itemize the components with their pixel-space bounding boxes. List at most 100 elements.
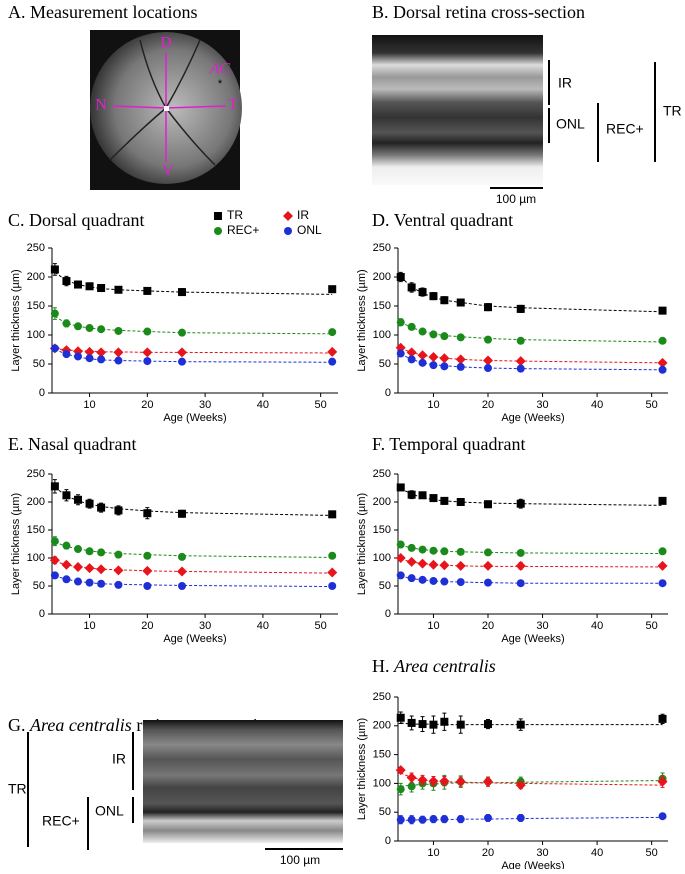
marker [96, 347, 107, 358]
marker [456, 815, 465, 824]
marker [440, 296, 449, 305]
marker [484, 548, 492, 557]
y-tick-label: 0 [385, 387, 391, 399]
fit-line [400, 772, 663, 786]
marker [484, 303, 492, 312]
x-tick-label: 50 [646, 847, 658, 859]
y-axis-label: Layer thickness (µm) [356, 718, 368, 820]
layer-label: IR [112, 751, 126, 767]
y-tick-label: 250 [373, 691, 391, 703]
svg-text:*: * [218, 78, 223, 90]
panel-title-text: Temporal quadrant [389, 434, 525, 454]
scale-label: 100 µm [496, 192, 536, 206]
marker [395, 765, 406, 776]
marker [456, 498, 465, 506]
marker [516, 304, 525, 313]
marker [658, 579, 667, 588]
cross-section-image [372, 35, 543, 185]
marker [396, 349, 405, 358]
marker [113, 347, 124, 358]
marker [406, 556, 417, 567]
marker [177, 566, 187, 577]
panel-title-text: Ventral quadrant [394, 210, 513, 230]
marker [407, 574, 416, 583]
marker [515, 560, 526, 571]
layer-label: TR [8, 781, 27, 797]
marker [455, 354, 466, 365]
marker [440, 577, 449, 586]
panel-letter: H. [372, 656, 390, 676]
marker [328, 285, 337, 294]
legend-marker [214, 212, 222, 220]
x-tick-label: 50 [315, 620, 327, 632]
marker [114, 356, 123, 365]
marker [85, 282, 94, 291]
marker [516, 548, 525, 557]
marker [657, 560, 668, 571]
marker [418, 545, 427, 554]
marker [97, 548, 106, 557]
panel-title: C. Dorsal quadrant [8, 210, 144, 230]
marker [658, 547, 667, 556]
marker [97, 579, 106, 588]
marker [396, 273, 405, 281]
marker [516, 813, 525, 822]
y-tick-label: 0 [39, 608, 45, 620]
marker [62, 491, 71, 500]
marker [428, 559, 439, 570]
marker [62, 541, 71, 550]
marker [62, 319, 71, 328]
legend-marker [214, 227, 222, 235]
y-tick-label: 250 [373, 468, 391, 480]
x-tick-label: 20 [482, 847, 494, 859]
layer-label: ONL [556, 116, 585, 132]
legend-label: TR [227, 208, 243, 222]
x-tick-label: 40 [257, 399, 269, 411]
marker [658, 812, 667, 821]
marker [143, 327, 152, 336]
marker [143, 357, 152, 366]
marker [429, 576, 438, 585]
marker [407, 322, 416, 331]
layer-label: TR [663, 103, 682, 119]
marker [74, 545, 82, 554]
marker [328, 510, 337, 519]
legend-label: ONL [297, 223, 322, 237]
panel-title: H. Area centralis [372, 656, 496, 676]
marker [515, 356, 526, 367]
legend-label: REC+ [227, 223, 259, 237]
marker [114, 285, 123, 294]
y-tick-label: 200 [373, 720, 391, 732]
marker [406, 772, 417, 783]
marker [455, 560, 466, 571]
marker [328, 328, 337, 337]
fit-line [54, 560, 333, 574]
x-tick-label: 50 [315, 399, 327, 411]
x-tick-label: 20 [482, 399, 494, 411]
marker [143, 509, 152, 518]
marker [407, 815, 416, 824]
y-tick-label: 100 [373, 329, 391, 341]
x-tick-label: 10 [83, 620, 95, 632]
marker [658, 365, 667, 374]
fit-line [400, 575, 663, 584]
x-axis-label: Age (Weeks) [163, 633, 226, 645]
y-tick-label: 100 [27, 329, 45, 341]
marker [97, 325, 106, 334]
marker [328, 582, 337, 590]
marker [657, 776, 668, 787]
fit-line [400, 488, 663, 506]
marker [429, 330, 438, 339]
marker [484, 578, 492, 587]
panel-letter: E. [8, 434, 24, 454]
marker [74, 280, 82, 289]
marker [417, 350, 428, 361]
panel-title-text: Nasal quadrant [28, 434, 136, 454]
x-tick-label: 30 [536, 847, 548, 859]
marker [73, 561, 83, 572]
marker [429, 720, 438, 729]
marker [483, 355, 493, 366]
fit-line [400, 347, 663, 364]
marker [418, 288, 427, 297]
panel-letter: F. [372, 434, 385, 454]
